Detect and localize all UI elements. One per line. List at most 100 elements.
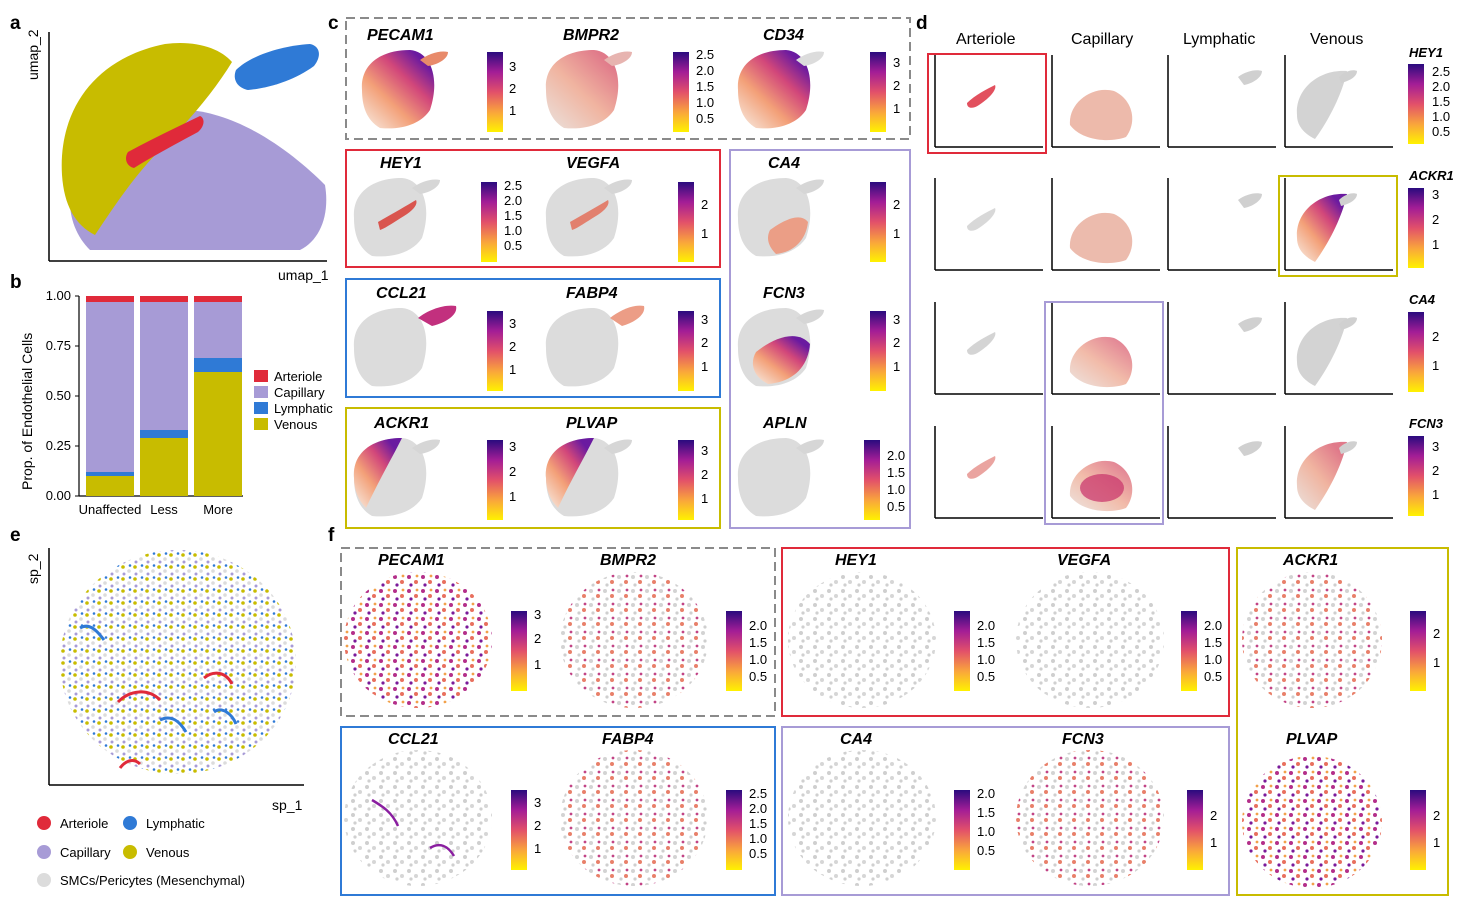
colorbar	[678, 440, 694, 520]
umap-feature-venous	[545, 438, 594, 508]
colorbar-tick: 0.5	[1432, 124, 1450, 139]
panel-d-cell	[1051, 302, 1160, 395]
panel-f-box-gray	[340, 547, 776, 717]
panel-d-gene-label: HEY1	[1409, 45, 1443, 60]
panel-d-venous-cluster	[1296, 441, 1347, 510]
colorbar	[511, 790, 527, 870]
panel-f-gene-label: CCL21	[388, 731, 439, 748]
colorbar-tick: 3	[1432, 439, 1439, 454]
panel-f-cell-ccl21: CCL21 3 2 1	[344, 731, 541, 886]
colorbar-tick: 1	[1432, 237, 1439, 252]
panel-b-bar-chart: Prop. of Endothelial Cells 0.00 0.25 0.50 0…	[19, 288, 243, 517]
panel-d-high-expression	[1080, 474, 1124, 502]
panel-f-gene-label: PECAM1	[378, 552, 445, 569]
colorbar-tick: 2.0	[504, 193, 522, 208]
colorbar-tick: 1	[509, 362, 516, 377]
colorbar-tick: 1.5	[504, 208, 522, 223]
panel-a-x-label: umap_1	[278, 267, 329, 283]
panel-f-cell-ca4: CA4 2.0 1.5 1.0 0.5	[788, 731, 995, 886]
panel-d-col-lymphatic: Lymphatic	[1183, 31, 1255, 48]
panel-f-gene-label: FABP4	[602, 731, 654, 748]
colorbar	[870, 52, 886, 132]
colorbar	[954, 611, 970, 691]
umap-feature-small	[610, 305, 645, 326]
legend-dot-capillary	[37, 845, 51, 859]
panel-f-gene-label: PLVAP	[1286, 731, 1338, 748]
legend-swatch-lymphatic	[254, 402, 268, 414]
colorbar-tick: 2.0	[696, 63, 714, 78]
panel-c-cell-pecam1: PECAM1 3 2 1	[361, 27, 516, 132]
colorbar-tick: 2	[1432, 463, 1439, 478]
umap-feature-small	[796, 51, 824, 66]
legend-label-venous: Venous	[146, 845, 190, 860]
panel-f-cell-vegfa: VEGFA 2.0 1.5 1.0 0.5	[1016, 552, 1222, 708]
panel-d-venous-cluster	[1296, 193, 1347, 262]
legend-label-lymphatic: Lymphatic	[274, 401, 333, 416]
umap-feature-small	[604, 51, 632, 66]
colorbar-tick: 3	[893, 55, 900, 70]
colorbar	[1408, 188, 1424, 268]
panel-d-arteriole-cluster	[967, 208, 996, 231]
legend-dot-mesenchymal	[37, 873, 51, 887]
panel-a-y-label: umap_2	[25, 29, 41, 80]
umap-feature-capillary	[752, 336, 810, 384]
colorbar-tick: 3	[509, 59, 516, 74]
colorbar-tick: 1.5	[749, 635, 767, 650]
colorbar-tick: 2.0	[1432, 79, 1450, 94]
panel-b-legend: Arteriole Capillary Lymphatic Venous	[254, 369, 333, 432]
legend-label-arteriole: Arteriole	[60, 816, 108, 831]
colorbar-tick: 2.5	[1432, 64, 1450, 79]
colorbar-tick: 0.5	[1204, 669, 1222, 684]
colorbar-tick: 1.0	[749, 652, 767, 667]
panel-f-cell-pecam1: PECAM1 3 2 1	[344, 552, 541, 708]
panel-c-gene-label: HEY1	[380, 155, 422, 172]
umap-arteriole-cluster	[126, 116, 204, 168]
colorbar-tick: 2	[1433, 626, 1440, 641]
panel-d-lymphatic-cluster	[1339, 70, 1357, 83]
panel-d-col-capillary: Capillary	[1071, 31, 1133, 48]
colorbar-tick: 1	[1432, 358, 1439, 373]
panel-d-lymphatic-cluster	[1339, 317, 1357, 330]
colorbar	[673, 52, 689, 132]
colorbar-tick: 2	[1433, 808, 1440, 823]
colorbar-tick: 1.5	[1204, 635, 1222, 650]
panel-d-colorbar-ackr1: ACKR1 3 2 1	[1408, 168, 1454, 268]
colorbar-tick: 2.0	[749, 801, 767, 816]
panel-d-grid	[934, 55, 1393, 519]
spatial-feature	[344, 572, 492, 708]
panel-c-cell-fcn3: FCN3 3 2 1	[737, 285, 900, 391]
panel-f-label: f	[328, 525, 335, 546]
panel-e-label: e	[10, 525, 21, 546]
colorbar-tick: 1.5	[749, 816, 767, 831]
panel-e-y-label: sp_2	[25, 553, 41, 584]
colorbar	[1410, 790, 1426, 870]
umap-feature-main	[545, 50, 619, 129]
colorbar	[870, 311, 886, 391]
colorbar	[1187, 790, 1203, 870]
spatial-feature	[1016, 750, 1164, 886]
panel-d-colorbar-ca4: CA4 2 1	[1408, 292, 1439, 392]
legend-swatch-capillary	[254, 386, 268, 398]
colorbar-tick: 2	[893, 197, 900, 212]
panel-a-umap: umap_2 umap_1	[25, 29, 329, 283]
panel-d-capillary-cluster	[1069, 212, 1133, 264]
umap-feature-small	[420, 51, 448, 66]
colorbar-tick: 1.0	[696, 95, 714, 110]
bar-segment-venous	[140, 438, 188, 496]
panel-d-label: d	[916, 13, 928, 34]
panel-d-colorbar-fcn3: FCN3 3 2 1	[1408, 416, 1444, 516]
spatial-feature	[788, 750, 936, 886]
colorbar-tick: 0.5	[887, 499, 905, 514]
spatial-arteriole-vessel	[116, 671, 234, 769]
colorbar	[726, 790, 742, 870]
umap-feature-small	[418, 305, 457, 326]
y-tick-label: 0.00	[46, 488, 71, 503]
panel-d-gene-label: ACKR1	[1408, 168, 1454, 183]
panel-c-box-arteriole	[345, 149, 721, 268]
legend-label-lymphatic: Lymphatic	[146, 816, 205, 831]
colorbar-tick: 3	[701, 312, 708, 327]
panel-c-cell-vegfa: VEGFA 2 1	[545, 155, 708, 262]
panel-e-spatial: sp_2 sp_1	[25, 548, 304, 813]
colorbar	[487, 311, 503, 391]
umap-feature-capillary	[768, 217, 808, 254]
